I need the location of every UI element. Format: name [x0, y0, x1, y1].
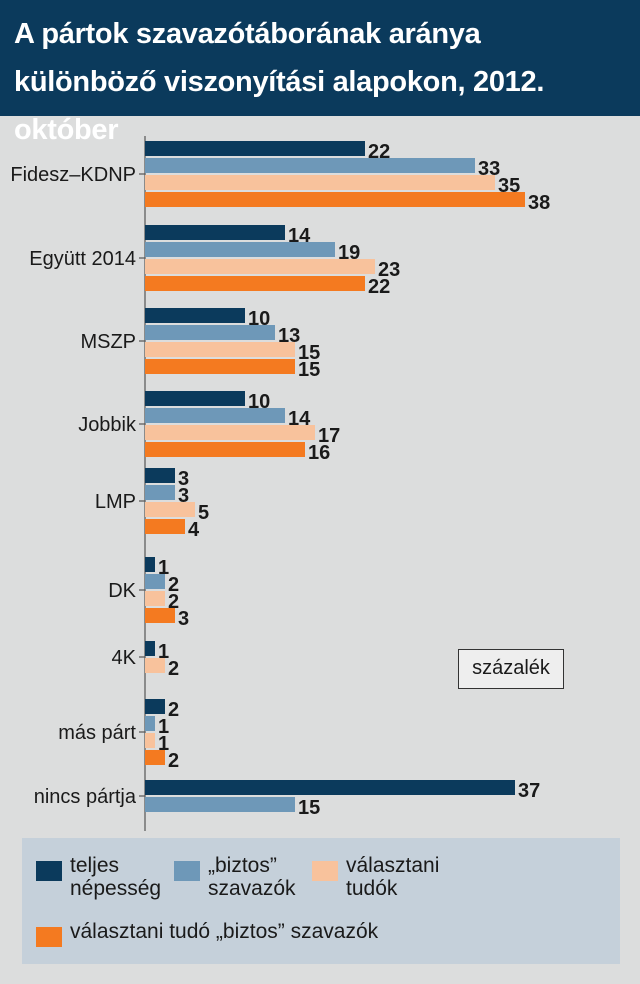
legend-label: választani tudók [346, 854, 440, 900]
value-label-egyutt-2014-valasztani-tudo-biztos-szavazok: 22 [368, 276, 390, 298]
value-label-nincs-partja-biztos-szavazok: 15 [298, 797, 320, 819]
bar-jobbik-valasztani-tudo-biztos-szavazok [145, 442, 305, 457]
legend-swatch [174, 861, 200, 881]
category-label-4k: 4K [112, 647, 137, 669]
bar-lmp-valasztani-tudo-biztos-szavazok [145, 519, 185, 534]
bar-egyutt-2014-valasztani-tudo-biztos-szavazok [145, 276, 365, 291]
bar-fidesz-kdnp-teljes-nepesseg [145, 141, 365, 156]
bar-lmp-valasztani-tudok [145, 502, 195, 517]
legend-item-4: választani tudó „biztos” szavazók [36, 920, 378, 947]
bar-lmp-teljes-nepesseg [145, 468, 175, 483]
bar-egyutt-2014-valasztani-tudok [145, 259, 375, 274]
chart-area: Fidesz–KDNP 22 33 35 38 Együtt 2014 14 19 23 22 MS… [0, 116, 640, 834]
legend-item-3: választani tudók [312, 854, 439, 900]
bar-mas-part-teljes-nepesseg [145, 699, 165, 714]
value-label-mszp-valasztani-tudo-biztos-szavazok: 15 [298, 359, 320, 381]
bar-fidesz-kdnp-biztos-szavazok [145, 158, 475, 173]
category-label-fidesz-kdnp: Fidesz–KDNP [10, 164, 136, 186]
bar-egyutt-2014-teljes-nepesseg [145, 225, 285, 240]
value-label-mas-part-teljes-nepesseg: 2 [168, 699, 179, 721]
bar-mszp-valasztani-tudok [145, 342, 295, 357]
value-label-jobbik-valasztani-tudo-biztos-szavazok: 16 [308, 442, 330, 464]
legend-item-1: teljes népesség [36, 854, 161, 900]
bar-dk-valasztani-tudok [145, 591, 165, 606]
value-label-lmp-biztos-szavazok: 3 [178, 485, 189, 507]
value-label-egyutt-2014-teljes-nepesseg: 14 [288, 225, 311, 247]
value-label-lmp-teljes-nepesseg: 3 [178, 468, 189, 490]
value-label-dk-valasztani-tudo-biztos-szavazok: 3 [178, 608, 189, 630]
bar-jobbik-teljes-nepesseg [145, 391, 245, 406]
bar-mas-part-biztos-szavazok [145, 716, 155, 731]
value-label-mszp-biztos-szavazok: 13 [278, 325, 300, 347]
chart-header: A pártok szavazótáborának aránya különbö… [0, 0, 640, 146]
value-label-4k-valasztani-tudok: 2 [168, 658, 179, 680]
category-label-jobbik: Jobbik [78, 414, 137, 436]
value-label-mszp-valasztani-tudok: 15 [298, 342, 320, 364]
value-label-fidesz-kdnp-teljes-nepesseg: 22 [368, 141, 390, 163]
value-label-fidesz-kdnp-valasztani-tudok: 35 [498, 175, 520, 197]
bar-dk-valasztani-tudo-biztos-szavazok [145, 608, 175, 623]
bar-fidesz-kdnp-valasztani-tudo-biztos-szavazok [145, 192, 525, 207]
bar-egyutt-2014-biztos-szavazok [145, 242, 335, 257]
legend-item-2: „biztos” szavazók [174, 854, 296, 900]
bar-mas-part-valasztani-tudo-biztos-szavazok [145, 750, 165, 765]
value-label-dk-valasztani-tudok: 2 [168, 591, 179, 613]
bar-4k-teljes-nepesseg [145, 641, 155, 656]
value-label-4k-teljes-nepesseg: 1 [158, 641, 169, 663]
value-label-jobbik-teljes-nepesseg: 10 [248, 391, 270, 413]
legend-swatch [36, 861, 62, 881]
bar-dk-teljes-nepesseg [145, 557, 155, 572]
category-label-egyutt-2014: Együtt 2014 [29, 248, 136, 270]
category-label-mas-part: más párt [58, 722, 136, 744]
value-label-fidesz-kdnp-biztos-szavazok: 33 [478, 158, 500, 180]
value-label-lmp-valasztani-tudok: 5 [198, 502, 209, 524]
category-label-mszp: MSZP [80, 331, 136, 353]
value-label-jobbik-valasztani-tudok: 17 [318, 425, 340, 447]
value-label-mszp-teljes-nepesseg: 10 [248, 308, 270, 330]
bar-4k-valasztani-tudok [145, 658, 165, 673]
category-label-lmp: LMP [95, 491, 136, 513]
value-label-egyutt-2014-biztos-szavazok: 19 [338, 242, 360, 264]
unit-label: százalék [458, 649, 564, 689]
value-label-lmp-valasztani-tudo-biztos-szavazok: 4 [188, 519, 200, 541]
bar-mszp-valasztani-tudo-biztos-szavazok [145, 359, 295, 374]
bar-lmp-biztos-szavazok [145, 485, 175, 500]
bar-nincs-partja-biztos-szavazok [145, 797, 295, 812]
bar-mas-part-valasztani-tudok [145, 733, 155, 748]
bar-mszp-teljes-nepesseg [145, 308, 245, 323]
legend: teljes népesség „biztos” szavazók választa… [22, 838, 620, 964]
value-label-egyutt-2014-valasztani-tudok: 23 [378, 259, 400, 281]
value-label-fidesz-kdnp-valasztani-tudo-biztos-szavazok: 38 [528, 192, 550, 214]
value-label-dk-biztos-szavazok: 2 [168, 574, 179, 596]
legend-swatch [36, 927, 62, 947]
value-label-mas-part-biztos-szavazok: 1 [158, 716, 169, 738]
legend-swatch [312, 861, 338, 881]
chart-title: A pártok szavazótáborának aránya különbö… [14, 18, 545, 146]
bar-mszp-biztos-szavazok [145, 325, 275, 340]
value-label-jobbik-biztos-szavazok: 14 [288, 408, 311, 430]
bar-dk-biztos-szavazok [145, 574, 165, 589]
category-label-nincs-partja: nincs pártja [34, 786, 137, 808]
value-label-mas-part-valasztani-tudo-biztos-szavazok: 2 [168, 750, 179, 772]
category-label-dk: DK [108, 580, 136, 602]
bar-nincs-partja-teljes-nepesseg [145, 780, 515, 795]
bar-jobbik-valasztani-tudok [145, 425, 315, 440]
value-label-nincs-partja-teljes-nepesseg: 37 [518, 780, 540, 802]
legend-label: teljes népesség [70, 854, 162, 900]
value-label-dk-teljes-nepesseg: 1 [158, 557, 169, 579]
legend-label: választani tudó „biztos” szavazók [70, 920, 379, 943]
bar-fidesz-kdnp-valasztani-tudok [145, 175, 495, 190]
value-label-mas-part-valasztani-tudok: 1 [158, 733, 169, 755]
bar-jobbik-biztos-szavazok [145, 408, 285, 423]
legend-label: „biztos” szavazók [208, 854, 296, 900]
